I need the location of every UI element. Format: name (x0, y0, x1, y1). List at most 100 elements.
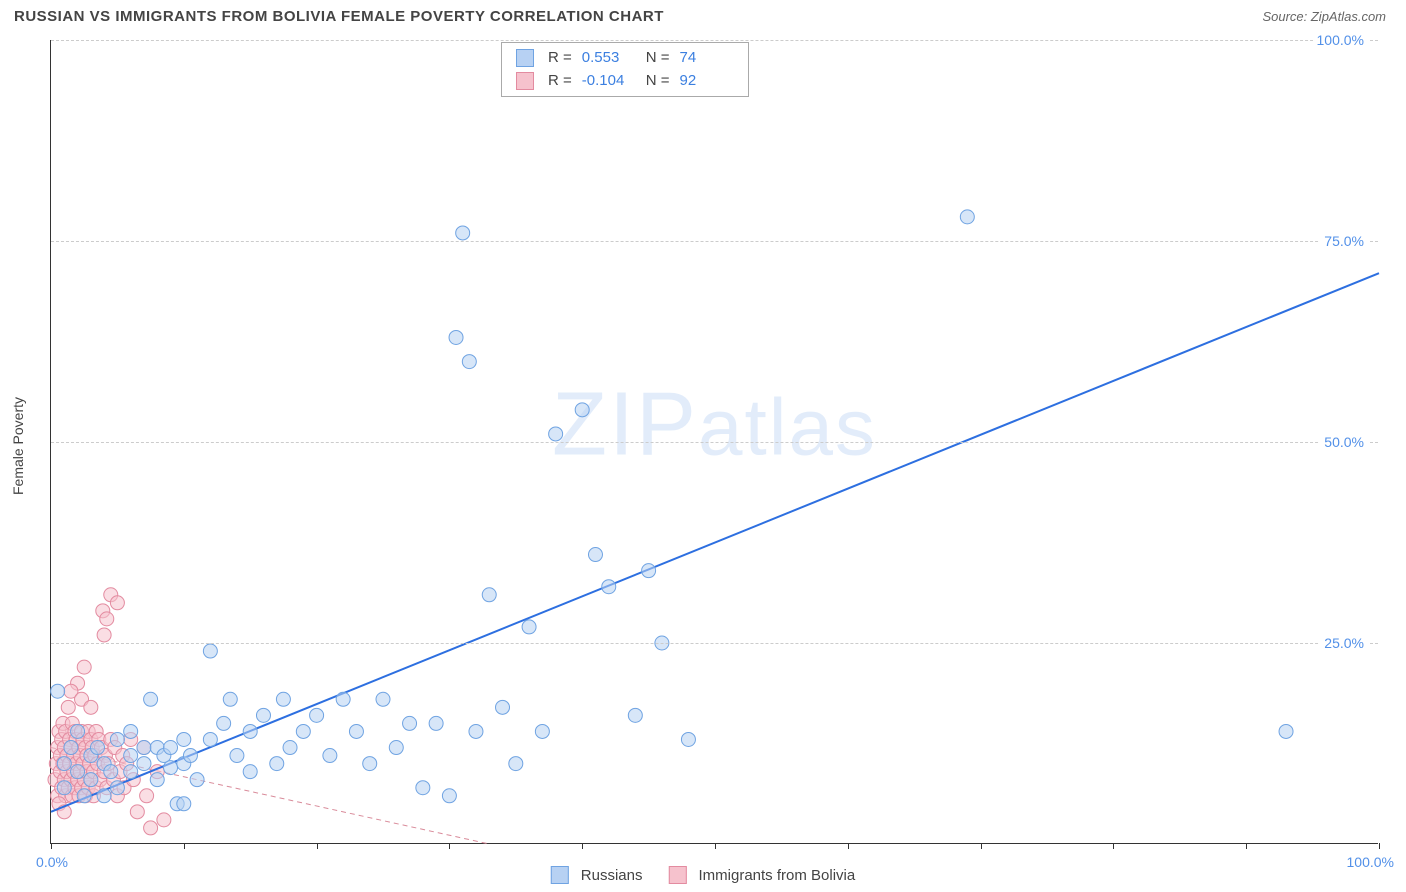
data-point (177, 732, 191, 746)
data-point (203, 732, 217, 746)
r-label: R = (548, 47, 572, 70)
data-point (349, 724, 363, 738)
data-point (77, 789, 91, 803)
data-point (296, 724, 310, 738)
data-point (223, 692, 237, 706)
data-point (190, 773, 204, 787)
data-point (310, 708, 324, 722)
r-value-2: -0.104 (582, 70, 636, 93)
data-point (276, 692, 290, 706)
data-point (84, 700, 98, 714)
data-point (84, 773, 98, 787)
data-point (376, 692, 390, 706)
n-value-1: 74 (680, 47, 734, 70)
data-point (217, 716, 231, 730)
legend-label-russians: Russians (581, 867, 643, 884)
data-point (509, 757, 523, 771)
data-point (144, 692, 158, 706)
data-point (164, 741, 178, 755)
data-point (449, 330, 463, 344)
gridline-y (51, 40, 1378, 41)
chart-title: RUSSIAN VS IMMIGRANTS FROM BOLIVIA FEMAL… (14, 8, 664, 25)
data-point (642, 564, 656, 578)
x-tick (317, 843, 318, 849)
data-point (243, 724, 257, 738)
data-point (71, 765, 85, 779)
data-point (164, 761, 178, 775)
x-tick (1113, 843, 1114, 849)
data-point (110, 732, 124, 746)
r-value-1: 0.553 (582, 47, 636, 70)
x-tick (449, 843, 450, 849)
data-point (130, 805, 144, 819)
data-point (336, 692, 350, 706)
data-point (97, 789, 111, 803)
data-point (124, 724, 138, 738)
data-point (57, 757, 71, 771)
correlation-stats-box: R = 0.553 N = 74 R = -0.104 N = 92 (501, 42, 749, 97)
data-point (442, 789, 456, 803)
chart-plot-area: ZIPatlas R = 0.553 N = 74 R = -0.104 N =… (50, 40, 1378, 844)
data-point (416, 781, 430, 795)
data-point (104, 765, 118, 779)
data-point (64, 741, 78, 755)
data-point (137, 757, 151, 771)
data-point (110, 781, 124, 795)
data-point (681, 732, 695, 746)
data-point (960, 210, 974, 224)
data-point (90, 741, 104, 755)
legend-item-russians: Russians (551, 866, 643, 884)
data-point (71, 724, 85, 738)
data-point (51, 684, 65, 698)
data-point (403, 716, 417, 730)
data-point (628, 708, 642, 722)
data-point (144, 821, 158, 835)
data-point (522, 620, 536, 634)
data-point (575, 403, 589, 417)
data-point (157, 813, 171, 827)
n-value-2: 92 (680, 70, 734, 93)
x-tick (848, 843, 849, 849)
data-point (100, 612, 114, 626)
data-point (283, 741, 297, 755)
data-point (177, 797, 191, 811)
x-tick (1379, 843, 1380, 849)
data-point (137, 741, 151, 755)
data-point (389, 741, 403, 755)
swatch-bolivia (516, 72, 534, 90)
data-point (150, 773, 164, 787)
data-point (323, 749, 337, 763)
x-tick-label-0: 0.0% (36, 854, 68, 870)
data-point (256, 708, 270, 722)
data-point (77, 660, 91, 674)
x-tick (981, 843, 982, 849)
x-tick (184, 843, 185, 849)
y-tick-label: 25.0% (1320, 635, 1368, 651)
y-tick-label: 75.0% (1320, 233, 1368, 249)
x-tick (715, 843, 716, 849)
gridline-y (51, 241, 1378, 242)
data-point (203, 644, 217, 658)
gridline-y (51, 442, 1378, 443)
stats-row-series-1: R = 0.553 N = 74 (516, 47, 734, 70)
data-point (270, 757, 284, 771)
data-point (124, 749, 138, 763)
data-point (456, 226, 470, 240)
data-point (140, 789, 154, 803)
data-point (183, 749, 197, 763)
data-point (549, 427, 563, 441)
data-point (429, 716, 443, 730)
y-tick-label: 50.0% (1320, 434, 1368, 450)
y-axis-title: Female Poverty (10, 397, 26, 495)
legend-label-bolivia: Immigrants from Bolivia (699, 867, 856, 884)
data-point (230, 749, 244, 763)
data-point (110, 596, 124, 610)
data-point (57, 781, 71, 795)
data-point (363, 757, 377, 771)
bottom-legend: Russians Immigrants from Bolivia (551, 866, 855, 884)
data-point (602, 580, 616, 594)
x-tick (1246, 843, 1247, 849)
stats-row-series-2: R = -0.104 N = 92 (516, 70, 734, 93)
data-point (535, 724, 549, 738)
gridline-y (51, 643, 1378, 644)
